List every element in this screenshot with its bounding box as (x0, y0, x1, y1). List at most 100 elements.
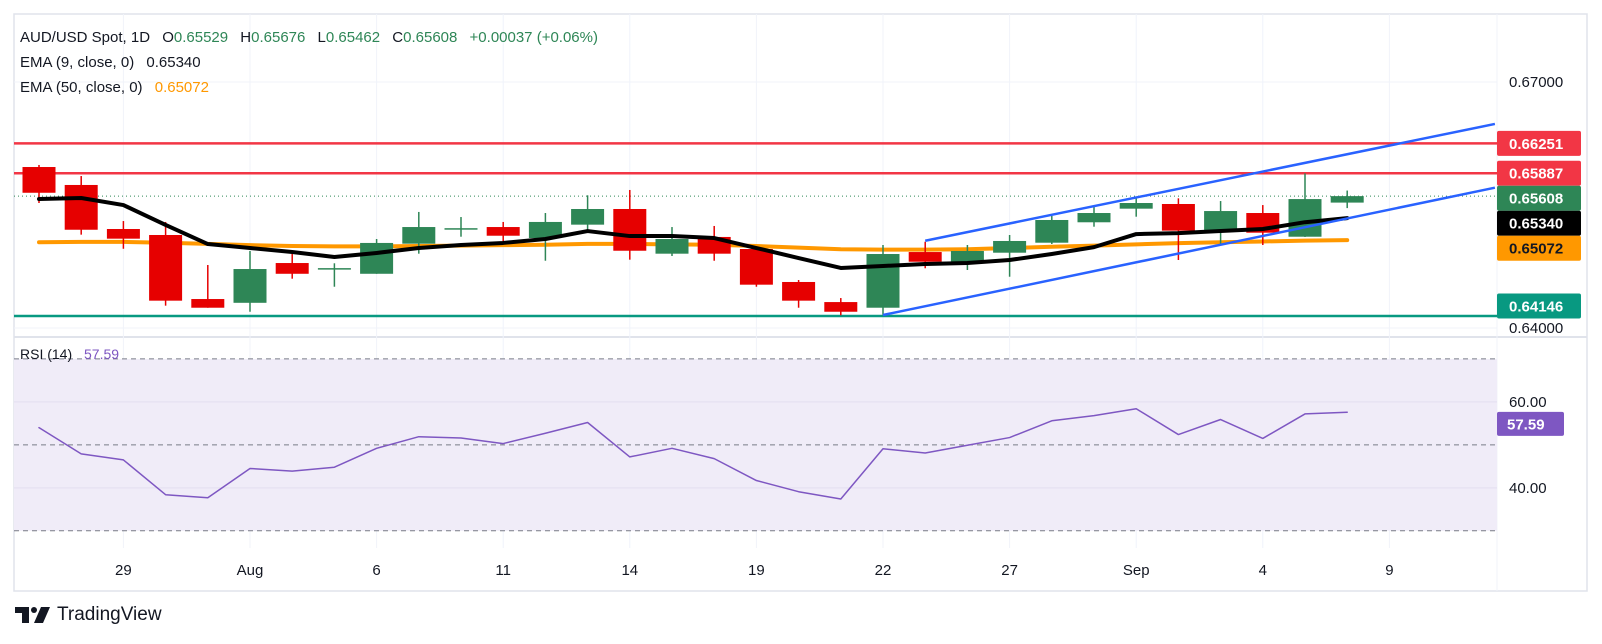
price-label-up: 0.65608 (1497, 185, 1581, 211)
ema50-label: EMA (50, close, 0) (20, 79, 143, 96)
candle-body (571, 208, 605, 225)
candle (571, 195, 605, 232)
rsi-line (38, 408, 1348, 500)
candle (739, 248, 773, 287)
candle-body (444, 228, 478, 230)
high-label: H (240, 29, 252, 46)
tradingview-logo[interactable]: TradingView (15, 604, 162, 626)
candle (1204, 201, 1238, 245)
candle-body (824, 302, 858, 312)
candle-body (528, 221, 562, 239)
candle (613, 189, 647, 260)
candle (824, 298, 858, 316)
x-tick-label: Sep (1123, 562, 1150, 579)
rsi-value-label: 57.59 (1497, 411, 1564, 436)
price-label-text: 0.65340 (1509, 216, 1563, 233)
candle-body (317, 268, 351, 270)
candle (275, 254, 309, 279)
candle (317, 263, 351, 287)
x-tick-label: 14 (621, 562, 638, 579)
symbol-title: AUD/USD Spot, 1D (20, 29, 151, 46)
candle-body (950, 250, 984, 263)
price-label-text: 0.66251 (1509, 136, 1563, 153)
x-tick-label: 22 (875, 562, 892, 579)
candle (1077, 205, 1111, 227)
candle-body (655, 239, 689, 254)
candle (1161, 198, 1195, 261)
candle-body (22, 167, 56, 193)
x-tick-label: Aug (237, 562, 264, 579)
open-label: O (162, 29, 174, 46)
candle-body (402, 227, 436, 244)
rsi-label: RSI (14) (20, 346, 73, 362)
candle-body (613, 208, 647, 251)
price-label-box (1497, 160, 1581, 186)
high-value: 0.65676 (251, 29, 306, 46)
candle (1035, 215, 1069, 245)
low-label: L (317, 29, 326, 46)
candle-body (1035, 219, 1069, 243)
change-value: +0.00037 (+0.06%) (469, 29, 598, 46)
rsi-legend: RSI (14) 57.59 (20, 345, 119, 363)
rsi-tick-label: 60.00 (1509, 394, 1547, 411)
tradingview-wordmark: TradingView (57, 604, 162, 625)
x-tick-label: 9 (1385, 562, 1393, 579)
rsi-tick-label: 40.00 (1509, 480, 1547, 497)
candle-body (275, 263, 309, 274)
ema50-value: 0.65072 (154, 79, 209, 96)
candle-body (191, 299, 225, 308)
candle-body (64, 184, 98, 230)
candle-body (106, 229, 140, 239)
candle (950, 244, 984, 271)
candle-body (908, 252, 942, 262)
x-tick-label: 4 (1259, 562, 1267, 579)
candle-body (1330, 196, 1364, 203)
candle-body (993, 240, 1027, 253)
x-tick-label: 29 (115, 562, 132, 579)
price-label-box (1497, 130, 1581, 156)
price-label-ema50: 0.65072 (1497, 235, 1581, 261)
candle (866, 244, 900, 315)
candle (149, 221, 183, 306)
candle (655, 227, 689, 256)
candle (993, 234, 1027, 277)
candle-body (486, 227, 520, 236)
rsi-label-box (1497, 411, 1564, 436)
price-tick-label: 0.67000 (1509, 74, 1563, 91)
rsi-value: 57.59 (84, 346, 120, 362)
candle-body (1161, 203, 1195, 231)
price-label-ema9: 0.65340 (1497, 210, 1581, 236)
price-label-box (1497, 210, 1581, 236)
price-label-text: 0.65072 (1509, 241, 1563, 258)
candle (782, 280, 816, 308)
x-tick-label: 27 (1001, 562, 1018, 579)
ema9-value: 0.65340 (146, 54, 201, 71)
candle-body (782, 281, 816, 301)
candle (106, 221, 140, 249)
ema50-legend: EMA (50, close, 0) 0.65072 (20, 79, 209, 97)
candle-body (1119, 203, 1153, 209)
candle-body (1077, 213, 1111, 223)
candle (486, 221, 520, 245)
candle (233, 250, 267, 312)
rsi-label-text: 57.59 (1507, 416, 1545, 433)
price-label-resistance: 0.65887 (1497, 160, 1581, 186)
candle-body (1204, 211, 1238, 231)
candle-body (866, 254, 900, 308)
ema9-legend: EMA (9, close, 0) 0.65340 (20, 54, 201, 72)
low-value: 0.65462 (325, 29, 381, 46)
symbol-legend: AUD/USD Spot, 1D O0.65529 H0.65676 L0.65… (20, 29, 598, 47)
close-value: 0.65608 (403, 29, 458, 46)
candle (360, 239, 394, 274)
open-value: 0.65529 (173, 29, 229, 46)
close-label: C (392, 29, 404, 46)
price-label-text: 0.64146 (1509, 298, 1563, 315)
price-label-box (1497, 235, 1581, 261)
candle-body (1288, 199, 1322, 237)
candle-body (149, 234, 183, 301)
ema9-label: EMA (9, close, 0) (20, 54, 135, 71)
price-tick-label: 0.64000 (1509, 320, 1563, 337)
candle (1330, 190, 1364, 209)
price-label-support: 0.64146 (1497, 293, 1581, 319)
